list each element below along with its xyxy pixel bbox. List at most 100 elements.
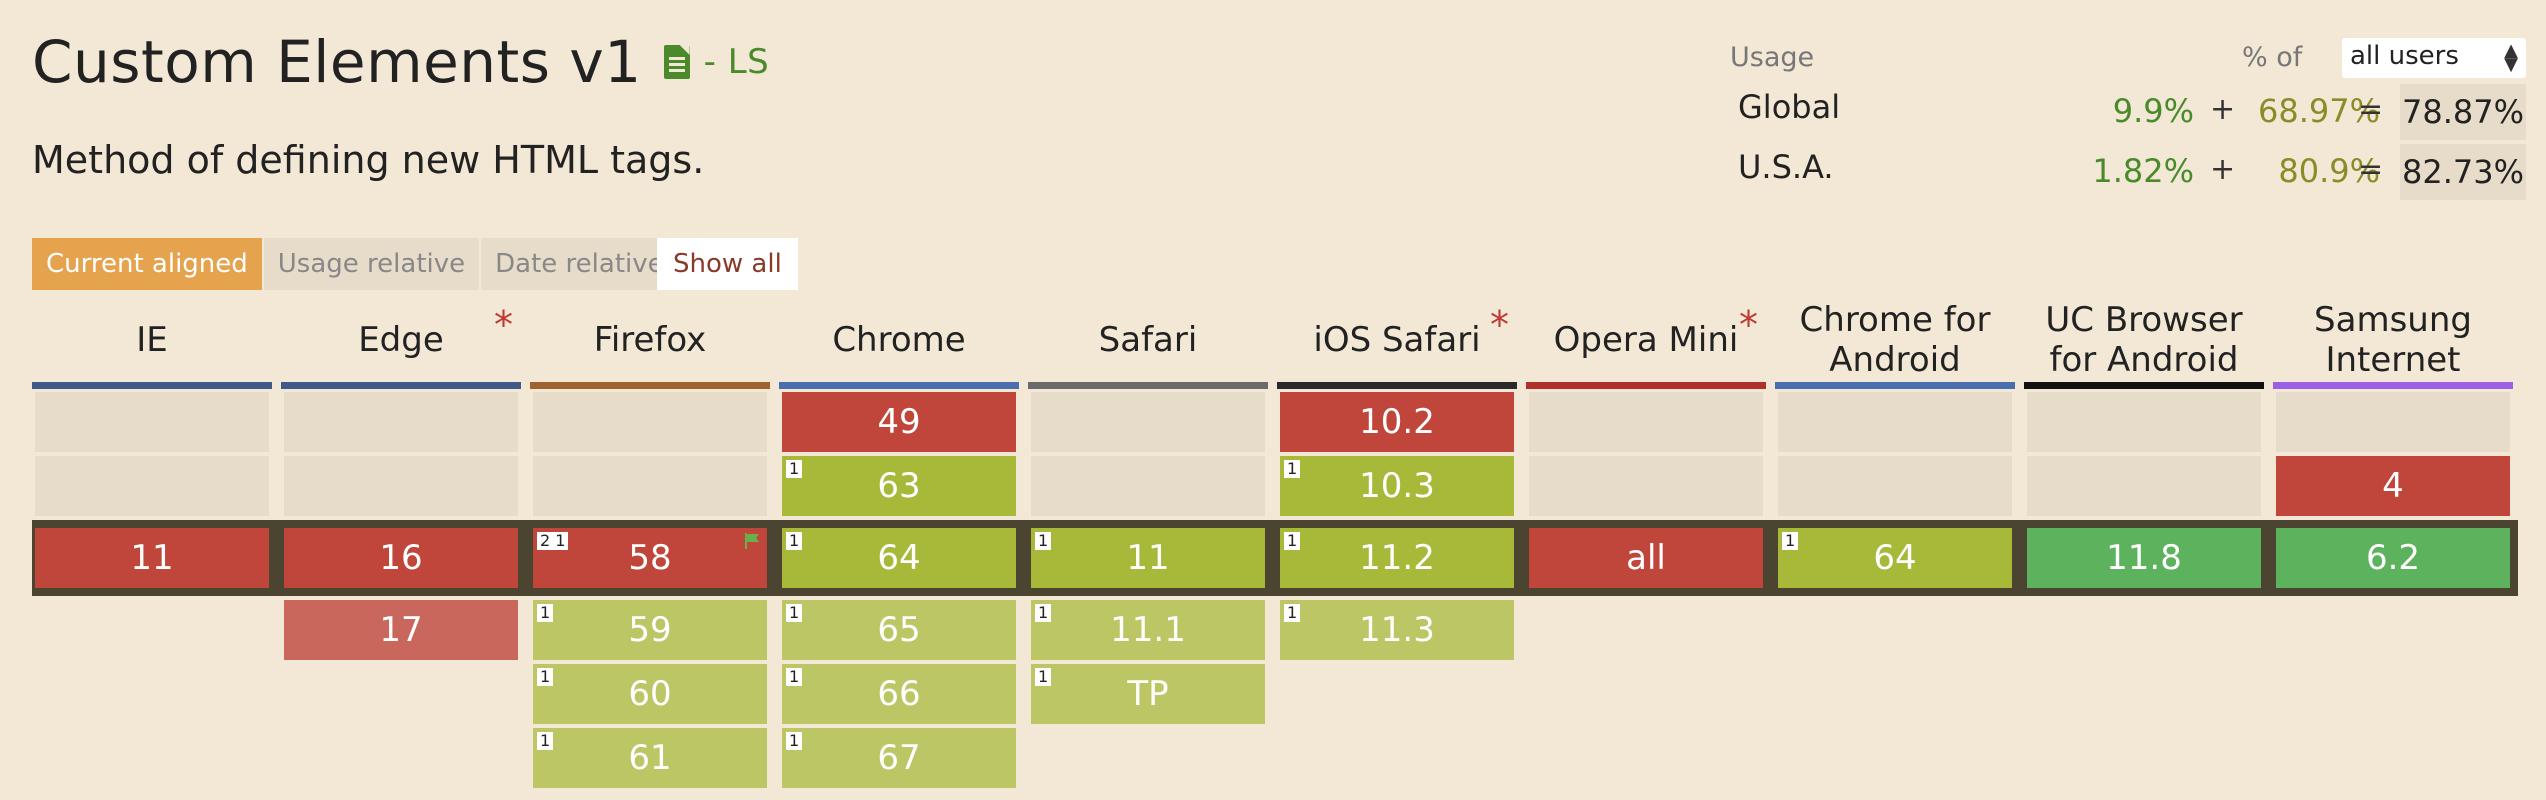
version-cell-uc-browser-for-android-past2: [2027, 392, 2261, 452]
page-title: Custom Elements v1 - LS: [32, 28, 769, 96]
browser-name: Firefox: [593, 320, 707, 360]
browser-header-firefox[interactable]: Firefox: [530, 300, 770, 380]
usage-region: U.S.A.: [1738, 148, 1834, 186]
version-cell-safari-future2[interactable]: TP 1: [1031, 664, 1265, 724]
browser-header-samsung-internet[interactable]: Samsung Internet: [2273, 300, 2513, 380]
usage-scope-select[interactable]: all users ▲ ▼: [2342, 38, 2526, 78]
usage-plus: +: [2210, 152, 2236, 187]
version-cell-uc-browser-for-android-past1: [2027, 456, 2261, 516]
version-cell-samsung-internet-past2: [2276, 392, 2510, 452]
footnote-badge: 1: [1284, 460, 1301, 478]
version-cell-firefox-future3[interactable]: 61 1: [533, 728, 767, 788]
browser-color-bar: [281, 382, 521, 389]
browser-header-ios-safari[interactable]: iOS Safari *: [1277, 300, 1517, 380]
browser-color-bar: [1775, 382, 2015, 389]
browser-header-uc-browser-for-android[interactable]: UC Browser for Android: [2024, 300, 2264, 380]
browser-name: Chrome for Android: [1799, 300, 1991, 380]
browser-note-marker[interactable]: *: [494, 303, 513, 347]
document-icon[interactable]: [663, 45, 690, 79]
version-label: 61: [628, 738, 672, 778]
footnote-badge: 1: [1035, 668, 1052, 686]
version-label: 59: [628, 610, 672, 650]
usage-partial: 80.9%: [2278, 152, 2380, 190]
version-label: 66: [877, 674, 921, 714]
version-cell-firefox-current[interactable]: 58 2 1: [533, 528, 767, 588]
browser-color-bar: [1277, 382, 1517, 389]
version-cell-opera-mini-current[interactable]: all: [1529, 528, 1763, 588]
version-label: 11: [130, 538, 174, 578]
version-cell-edge-current[interactable]: 16: [284, 528, 518, 588]
version-cell-chrome-future1[interactable]: 65 1: [782, 600, 1016, 660]
version-cell-safari-past2: [1031, 392, 1265, 452]
tab-current-aligned[interactable]: Current aligned: [32, 238, 262, 290]
select-arrows-icon: ▲ ▼: [2504, 40, 2518, 75]
browser-name: UC Browser for Android: [2045, 300, 2243, 380]
version-label: TP: [1127, 674, 1169, 714]
version-cell-opera-mini-past2: [1529, 392, 1763, 452]
usage-partial: 68.97%: [2257, 92, 2380, 130]
footnote-badge: 1: [786, 604, 803, 622]
footnote-badge: 1: [1284, 532, 1301, 550]
version-cell-samsung-internet-past1[interactable]: 4: [2276, 456, 2510, 516]
usage-equals: =: [2358, 92, 2384, 127]
version-cell-safari-current[interactable]: 11 1: [1031, 528, 1265, 588]
footnote-badge: 1: [537, 604, 554, 622]
version-cell-ie-past2: [35, 392, 269, 452]
version-cell-chrome-for-android-current[interactable]: 64 1: [1778, 528, 2012, 588]
version-cell-uc-browser-for-android-current[interactable]: 11.8: [2027, 528, 2261, 588]
version-cell-safari-past1: [1031, 456, 1265, 516]
version-cell-ie-current[interactable]: 11: [35, 528, 269, 588]
flag-icon: [745, 533, 759, 549]
view-tabs: Current aligned Usage relative Date rela…: [32, 238, 680, 290]
browser-note-marker[interactable]: *: [1490, 303, 1509, 347]
footnote-badge: 1: [537, 668, 554, 686]
tab-date-relative[interactable]: Date relative: [481, 238, 678, 290]
version-cell-samsung-internet-current[interactable]: 6.2: [2276, 528, 2510, 588]
browser-header-opera-mini[interactable]: Opera Mini *: [1526, 300, 1766, 380]
usage-equals: =: [2358, 152, 2384, 187]
version-cell-ios-safari-past1[interactable]: 10.3 1: [1280, 456, 1514, 516]
version-cell-chrome-for-android-past2: [1778, 392, 2012, 452]
version-cell-chrome-future3[interactable]: 67 1: [782, 728, 1016, 788]
version-cell-ios-safari-past2[interactable]: 10.2: [1280, 392, 1514, 452]
footnote-badge: 1: [786, 532, 803, 550]
version-label: 10.3: [1359, 466, 1435, 506]
browser-note-marker[interactable]: *: [1739, 303, 1758, 347]
footnote-badge: 1: [786, 668, 803, 686]
version-cell-firefox-future2[interactable]: 60 1: [533, 664, 767, 724]
version-cell-firefox-future1[interactable]: 59 1: [533, 600, 767, 660]
version-cell-safari-future1[interactable]: 11.1 1: [1031, 600, 1265, 660]
version-label: 65: [877, 610, 921, 650]
footnote-badge: 1: [1284, 604, 1301, 622]
usage-plus: +: [2210, 92, 2236, 127]
version-cell-chrome-for-android-past1: [1778, 456, 2012, 516]
version-label: 49: [877, 402, 921, 442]
version-cell-chrome-future2[interactable]: 66 1: [782, 664, 1016, 724]
version-cell-chrome-past2[interactable]: 49: [782, 392, 1016, 452]
browser-name: Samsung Internet: [2314, 300, 2472, 380]
footnote-badge: 1: [537, 732, 554, 750]
version-cell-chrome-current[interactable]: 64 1: [782, 528, 1016, 588]
version-cell-ie-past1: [35, 456, 269, 516]
tab-usage-relative[interactable]: Usage relative: [263, 238, 480, 290]
browser-header-safari[interactable]: Safari: [1028, 300, 1268, 380]
browser-header-ie[interactable]: IE: [32, 300, 272, 380]
version-label: 16: [379, 538, 423, 578]
version-cell-ios-safari-future1[interactable]: 11.3 1: [1280, 600, 1514, 660]
browser-header-chrome-for-android[interactable]: Chrome for Android: [1775, 300, 2015, 380]
browser-name: Edge: [358, 320, 444, 360]
version-cell-opera-mini-past1: [1529, 456, 1763, 516]
version-cell-chrome-past1[interactable]: 63 1: [782, 456, 1016, 516]
browser-header-edge[interactable]: Edge *: [281, 300, 521, 380]
version-cell-edge-future1[interactable]: 17: [284, 600, 518, 660]
browser-header-chrome[interactable]: Chrome: [779, 300, 1019, 380]
version-label: 11.3: [1359, 610, 1435, 650]
version-cell-ios-safari-current[interactable]: 11.2 1: [1280, 528, 1514, 588]
version-cell-edge-past1: [284, 456, 518, 516]
spec-status[interactable]: - LS: [703, 42, 770, 82]
version-cell-firefox-past2: [533, 392, 767, 452]
browser-color-bar: [32, 382, 272, 389]
show-all-button[interactable]: Show all: [657, 238, 798, 290]
usage-row-usa: U.S.A. 1.82% + 80.9% = 82.73%: [1730, 144, 2530, 200]
footnote-badge: 1: [1782, 532, 1799, 550]
